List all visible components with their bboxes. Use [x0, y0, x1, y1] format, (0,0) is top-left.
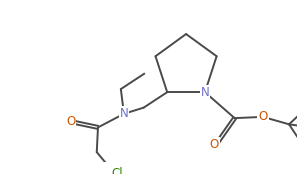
Text: O: O [209, 138, 219, 151]
Text: Cl: Cl [111, 167, 123, 174]
Text: O: O [258, 110, 268, 123]
Text: N: N [119, 107, 128, 120]
Text: N: N [201, 86, 209, 99]
Text: O: O [66, 115, 75, 128]
